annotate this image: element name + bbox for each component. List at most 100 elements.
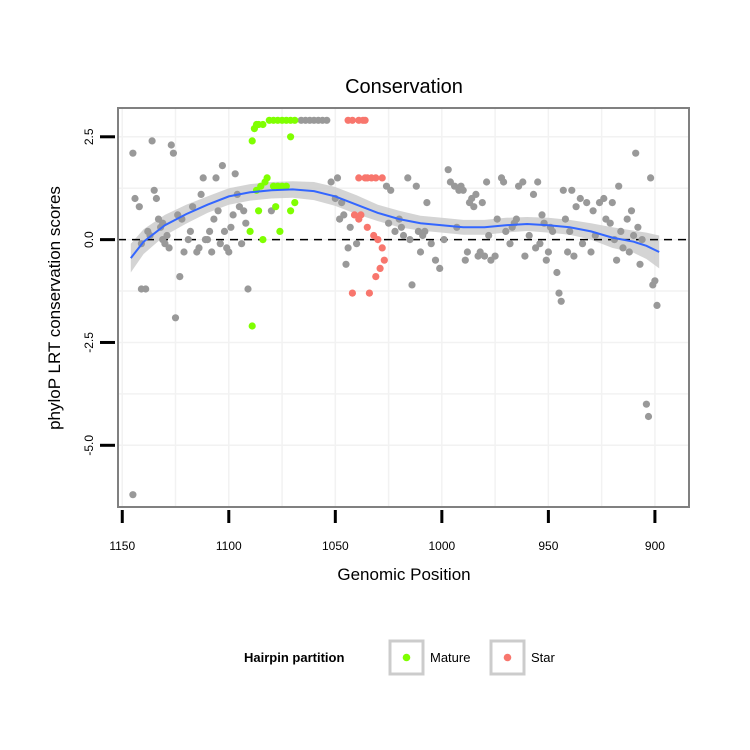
other-point	[459, 186, 467, 194]
other-point	[647, 174, 655, 182]
x-tick-label: 950	[538, 539, 558, 553]
other-point	[131, 194, 139, 203]
mature-point	[248, 322, 256, 330]
other-point	[566, 227, 574, 235]
other-point	[600, 194, 608, 203]
star-point	[378, 174, 386, 182]
other-point	[391, 227, 399, 235]
other-point	[549, 227, 557, 235]
other-point	[568, 186, 576, 194]
other-point	[436, 264, 444, 272]
other-point	[148, 137, 156, 145]
other-point	[129, 491, 137, 499]
other-point	[493, 215, 501, 223]
other-point	[534, 178, 542, 186]
mature-point	[287, 133, 295, 141]
other-point	[229, 211, 237, 219]
other-point	[195, 244, 203, 252]
other-point	[165, 244, 173, 252]
other-point	[564, 248, 572, 256]
other-point	[638, 236, 646, 244]
data-points	[129, 116, 661, 499]
other-point	[440, 236, 448, 244]
star-point	[374, 236, 382, 244]
other-point	[644, 412, 653, 421]
mature-point	[272, 203, 280, 211]
other-point	[186, 227, 194, 235]
other-point	[544, 248, 553, 256]
other-point	[606, 219, 614, 227]
other-point	[500, 178, 508, 186]
other-point	[240, 207, 248, 215]
other-point	[340, 211, 348, 219]
other-point	[206, 227, 214, 235]
other-point	[553, 268, 561, 277]
star-point	[376, 264, 384, 272]
y-axis-title: phyloP LRT conservation scores	[45, 186, 64, 430]
x-tick-label: 1050	[322, 539, 349, 553]
other-point	[625, 248, 633, 256]
star-point	[365, 289, 373, 297]
y-axis: 2.5 0.0 -2.5 -5.0	[82, 128, 115, 456]
other-point	[397, 223, 405, 231]
mature-point	[248, 137, 256, 145]
mature-point	[259, 120, 267, 129]
other-point	[472, 190, 480, 198]
other-point	[583, 199, 591, 207]
other-point	[634, 223, 642, 231]
other-point	[323, 116, 331, 124]
other-point	[216, 240, 224, 248]
other-point	[238, 240, 246, 248]
other-point	[444, 166, 452, 174]
other-point	[491, 252, 499, 260]
other-point	[406, 236, 414, 244]
other-point	[423, 199, 431, 207]
mature-point	[255, 207, 263, 215]
other-point	[615, 182, 623, 190]
other-point	[483, 178, 491, 186]
other-point	[478, 199, 486, 207]
other-point	[619, 244, 627, 252]
other-point	[431, 256, 440, 264]
other-point	[521, 252, 529, 260]
other-point	[171, 314, 180, 322]
y-tick-label: 2.5	[82, 128, 96, 145]
x-axis-title: Genomic Position	[337, 565, 470, 584]
other-point	[636, 260, 644, 268]
star-point	[355, 174, 363, 182]
other-point	[485, 231, 493, 240]
plot-area	[118, 108, 689, 507]
other-point	[416, 248, 425, 256]
star-point	[372, 174, 380, 182]
other-point	[220, 227, 229, 235]
other-point	[557, 297, 565, 305]
star-point	[363, 223, 371, 231]
other-point	[536, 240, 544, 248]
star-point	[380, 256, 388, 264]
legend-label-mature: Mature	[430, 650, 470, 665]
other-point	[346, 223, 354, 231]
other-point	[630, 231, 638, 240]
chart-title: Conservation	[345, 76, 463, 98]
other-point	[163, 231, 171, 240]
other-point	[506, 240, 514, 248]
other-point	[627, 207, 636, 215]
mature-point	[291, 116, 299, 124]
other-point	[572, 203, 580, 211]
other-point	[578, 240, 587, 248]
other-point	[570, 252, 578, 260]
x-tick-label: 900	[645, 539, 665, 553]
mature-point	[246, 227, 254, 235]
other-point	[189, 203, 197, 211]
mature-point	[282, 182, 290, 190]
smooth-line-path	[130, 188, 660, 259]
other-point	[463, 248, 471, 256]
other-point	[412, 182, 420, 190]
other-point	[387, 186, 395, 194]
star-point	[378, 244, 386, 252]
other-point	[180, 248, 188, 256]
other-point	[142, 285, 150, 293]
other-point	[197, 190, 205, 198]
star-point	[348, 116, 356, 124]
